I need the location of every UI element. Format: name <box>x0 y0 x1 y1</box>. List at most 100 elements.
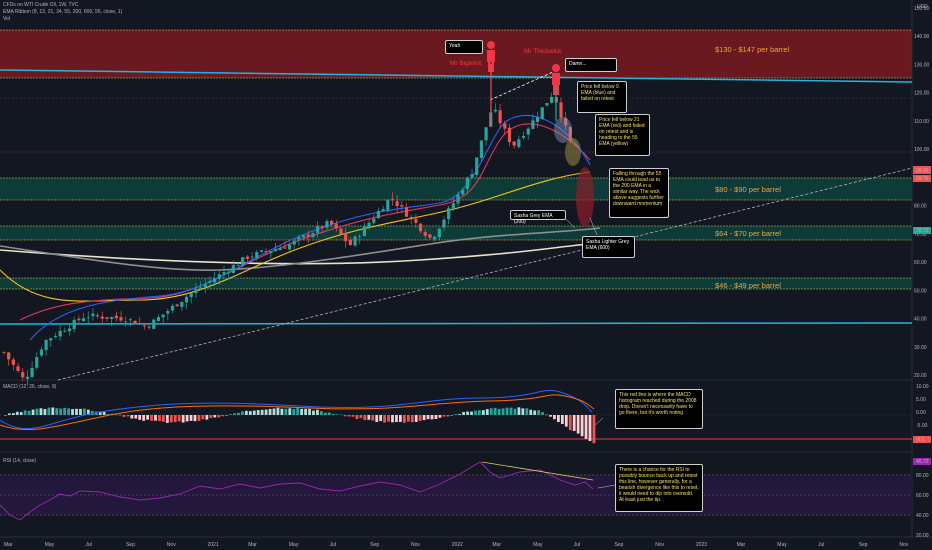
note-damn[interactable]: Damn... <box>565 58 617 72</box>
rsi-axis-label: 60.00 <box>916 493 929 499</box>
candle-body <box>7 352 10 359</box>
macd-histogram-bar <box>142 415 145 421</box>
macd-histogram-bar <box>506 408 509 415</box>
macd-axis-label: -5.00 <box>916 423 928 429</box>
candle-body <box>550 97 553 103</box>
macd-histogram-bar <box>383 415 386 423</box>
rsi-title: RSI (14, close) <box>3 458 36 464</box>
note-macd[interactable]: This red line is where the MACD histogra… <box>615 389 703 429</box>
macd-histogram-bar <box>589 415 592 441</box>
rsi-axis-label: 20.00 <box>916 533 929 539</box>
time-axis-label: May <box>289 542 299 548</box>
candle-body <box>218 274 221 279</box>
rsi-axis-label: 80.00 <box>916 473 929 479</box>
note-ema55[interactable]: Falling through the 55 EMA could lead us… <box>609 168 669 218</box>
candle-body <box>410 217 413 218</box>
candle-body <box>367 223 370 227</box>
time-axis-label: Nov <box>655 542 664 548</box>
macd-histogram-bar <box>44 409 47 415</box>
candle-body <box>442 220 445 228</box>
macd-histogram-bar <box>281 409 284 415</box>
label-mr-bigwick: Mr Bigwick <box>450 60 481 67</box>
candle-body <box>171 306 174 311</box>
candle-body <box>115 316 118 318</box>
macd-histogram-bar <box>284 409 287 415</box>
macd-histogram-bar <box>182 415 185 423</box>
price-axis-label: 120.00 <box>914 91 930 97</box>
indicator-label: EMA Ribbon (8, 13, 21, 34, 55, 200, 600,… <box>3 9 122 15</box>
candle-body <box>414 219 417 223</box>
zone-mid-label: $80 - $90 per barrel <box>715 185 781 194</box>
macd-histogram-bar <box>20 412 23 415</box>
macd-histogram-bar <box>225 415 228 416</box>
candle-body <box>358 236 361 237</box>
macd-histogram-bar <box>24 410 27 415</box>
candle-body <box>250 257 253 258</box>
candle-body <box>522 136 525 138</box>
macd-histogram-bar <box>462 412 465 415</box>
price-axis-label: 20.00 <box>914 373 927 379</box>
macd-histogram-bar <box>63 408 66 415</box>
candle-body <box>12 360 15 365</box>
macd-histogram-bar <box>458 414 461 415</box>
macd-histogram-bar <box>478 410 481 415</box>
macd-histogram-bar <box>557 415 560 422</box>
macd-histogram-bar <box>138 415 141 420</box>
candle-body <box>190 293 193 297</box>
note-ema9[interactable]: Price fell below 9 EMA (blue) and failed… <box>577 81 627 113</box>
macd-histogram-bar <box>51 407 54 415</box>
macd-histogram-bar <box>265 410 268 415</box>
price-axis-label: 140.00 <box>914 34 930 40</box>
macd-histogram-bar <box>190 415 193 421</box>
macd-histogram-bar <box>150 415 153 421</box>
candle-body <box>176 304 179 306</box>
macd-histogram-bar <box>233 413 236 415</box>
candle-body <box>68 328 71 331</box>
macd-histogram-bar <box>8 413 11 415</box>
candle-body <box>288 245 291 250</box>
macd-histogram-bar <box>229 414 232 415</box>
price-axis-label: 110.00 <box>914 119 929 125</box>
time-axis-label: Sep <box>615 542 624 548</box>
macd-histogram-bar <box>296 408 299 415</box>
candle-body <box>283 247 286 248</box>
time-axis-label: Nov <box>899 542 908 548</box>
zone-lower-label: $64 - $70 per barrel <box>715 229 781 238</box>
macd-histogram-bar <box>257 410 260 415</box>
time-axis-label: Jul <box>330 542 336 548</box>
macd-histogram-bar <box>427 415 430 419</box>
price-axis-label: 60.00 <box>914 260 927 266</box>
macd-histogram-bar <box>367 415 370 420</box>
candle-body <box>236 265 239 266</box>
macd-histogram-bar <box>486 409 489 415</box>
macd-histogram-bar <box>431 415 434 419</box>
macd-histogram-bar <box>375 415 378 422</box>
candle-body <box>143 325 146 326</box>
label-mr-thickwick: Mr Thickwick <box>524 48 561 55</box>
note-sasha-600[interactable]: Sasha Lighter Grey EMA (600) <box>582 236 635 258</box>
note-ema21[interactable]: Price fell below 21 EMA (red) and failed… <box>595 114 650 156</box>
note-sasha-200[interactable]: Sasha Grey EMA (200) <box>510 210 566 220</box>
macd-histogram-bar <box>379 415 382 421</box>
macd-histogram-bar <box>549 415 552 417</box>
note-yeah[interactable]: Yeah <box>445 40 483 54</box>
time-axis-label: May <box>777 542 787 548</box>
price-axis-label: 130.00 <box>914 62 930 68</box>
zone-high-label: $130 - $147 per barrel <box>715 45 790 54</box>
countdown: 2d 7h <box>916 176 929 182</box>
time-axis-label: Mar <box>248 542 257 548</box>
note-rsi[interactable]: There is a chance for the RSI to possibl… <box>615 464 703 512</box>
time-axis-label: May <box>533 542 543 548</box>
candle-body <box>452 203 455 209</box>
candle-body <box>26 377 29 379</box>
candle-body <box>49 338 52 340</box>
macd-histogram-bar <box>494 408 497 415</box>
macd-histogram-bar <box>36 409 39 415</box>
support-trendline[interactable] <box>0 323 912 324</box>
macd-histogram-bar <box>415 415 418 422</box>
macd-histogram-bar <box>450 415 453 416</box>
candle-body <box>30 368 33 377</box>
candle-body <box>246 257 249 259</box>
candle-body <box>166 311 169 314</box>
